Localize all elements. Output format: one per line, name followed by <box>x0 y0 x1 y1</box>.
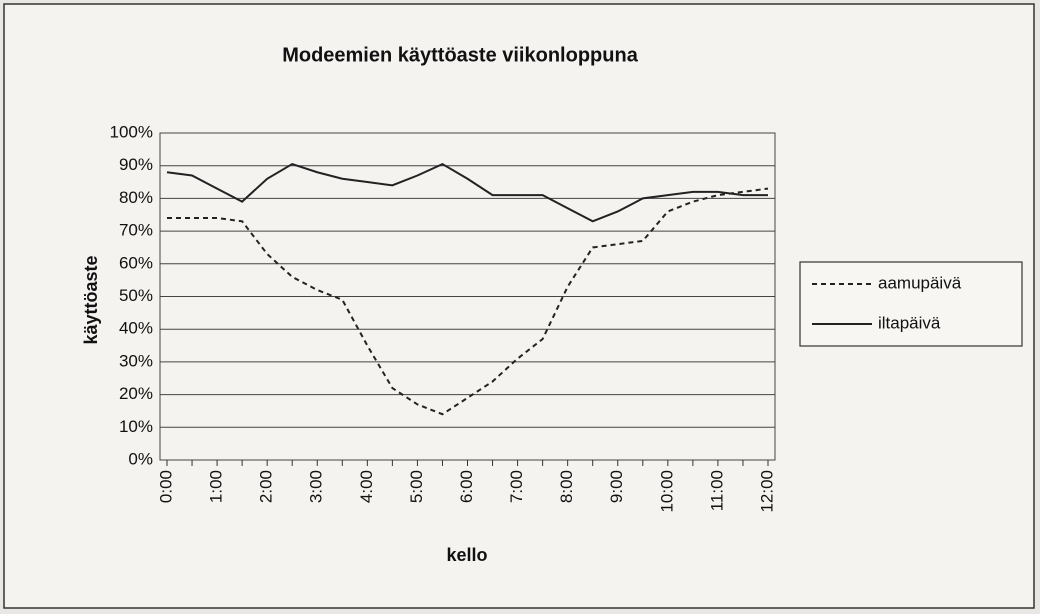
x-tick-label: 9:00 <box>607 470 626 503</box>
x-axis-title: kello <box>446 545 487 565</box>
y-tick-label: 90% <box>119 155 153 174</box>
x-tick-label: 0:00 <box>156 470 175 503</box>
y-tick-label: 50% <box>119 286 153 305</box>
x-tick-label: 3:00 <box>307 470 326 503</box>
x-tick-label: 8:00 <box>557 470 576 503</box>
y-tick-label: 20% <box>119 384 153 403</box>
legend-label: aamupäivä <box>878 273 962 292</box>
y-tick-label: 40% <box>119 319 153 338</box>
x-tick-label: 12:00 <box>757 470 776 513</box>
y-tick-label: 0% <box>128 449 153 468</box>
y-tick-label: 10% <box>119 417 153 436</box>
x-tick-label: 11:00 <box>707 470 726 511</box>
x-tick-label: 4:00 <box>357 470 376 503</box>
x-tick-label: 2:00 <box>257 470 276 503</box>
x-tick-label: 1:00 <box>207 470 226 503</box>
y-tick-label: 80% <box>119 188 153 207</box>
chart-title: Modeemien käyttöaste viikonloppuna <box>282 44 639 66</box>
y-tick-label: 70% <box>119 221 153 240</box>
x-tick-label: 7:00 <box>507 470 526 503</box>
y-tick-label: 100% <box>110 122 153 141</box>
x-tick-label: 6:00 <box>457 470 476 503</box>
y-tick-label: 60% <box>119 253 153 272</box>
series-line <box>166 162 768 223</box>
legend-label: iltapäivä <box>878 313 941 332</box>
y-tick-label: 30% <box>119 351 153 370</box>
y-axis-title: käyttöaste <box>81 255 101 344</box>
x-tick-label: 10:00 <box>657 470 676 513</box>
legend-box <box>799 261 1023 347</box>
x-tick-label: 5:00 <box>407 470 426 503</box>
